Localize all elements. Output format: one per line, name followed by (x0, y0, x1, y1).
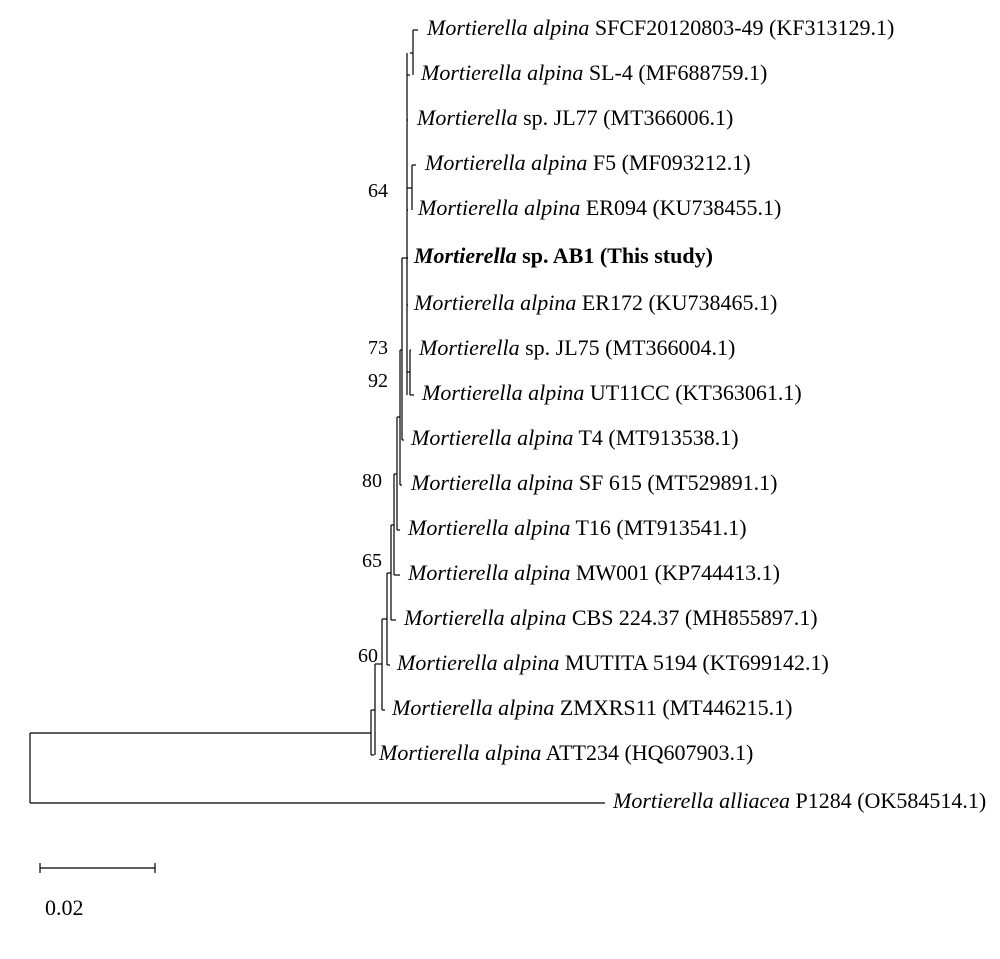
bootstrap-value-2: 92 (360, 370, 388, 393)
taxon-t7: Mortierella alpina ER172 (KU738465.1) (414, 292, 777, 314)
taxon-t1: Mortierella alpina SFCF20120803-49 (KF31… (427, 17, 894, 39)
taxon-t14: Mortierella alpina CBS 224.37 (MH855897.… (404, 607, 818, 629)
taxon-t8: Mortierella sp. JL75 (MT366004.1) (419, 337, 735, 359)
bootstrap-value-5: 60 (350, 645, 378, 668)
taxon-t17: Mortierella alpina ATT234 (HQ607903.1) (379, 742, 753, 764)
scale-bar-label: 0.02 (45, 895, 84, 921)
taxon-t2: Mortierella alpina SL-4 (MF688759.1) (421, 62, 767, 84)
taxon-t4: Mortierella alpina F5 (MF093212.1) (425, 152, 751, 174)
bootstrap-value-0: 64 (360, 180, 388, 203)
phylogenetic-tree: Mortierella alpina SFCF20120803-49 (KF31… (0, 0, 1000, 959)
taxon-t5: Mortierella alpina ER094 (KU738455.1) (418, 197, 781, 219)
taxon-t12: Mortierella alpina T16 (MT913541.1) (408, 517, 747, 539)
bootstrap-value-1: 73 (360, 337, 388, 360)
bootstrap-value-4: 65 (354, 550, 382, 573)
taxon-t13: Mortierella alpina MW001 (KP744413.1) (408, 562, 780, 584)
taxon-t11: Mortierella alpina SF 615 (MT529891.1) (411, 472, 777, 494)
taxon-t15: Mortierella alpina MUTITA 5194 (KT699142… (397, 652, 829, 674)
bootstrap-value-3: 80 (354, 470, 382, 493)
taxon-t9: Mortierella alpina UT11CC (KT363061.1) (422, 382, 802, 404)
taxon-t16: Mortierella alpina ZMXRS11 (MT446215.1) (392, 697, 792, 719)
taxon-t10: Mortierella alpina T4 (MT913538.1) (411, 427, 739, 449)
taxon-t3: Mortierella sp. JL77 (MT366006.1) (417, 107, 733, 129)
taxon-t6: Mortierella sp. AB1 (This study) (414, 245, 713, 267)
taxon-t18: Mortierella alliacea P1284 (OK584514.1) (613, 790, 986, 812)
